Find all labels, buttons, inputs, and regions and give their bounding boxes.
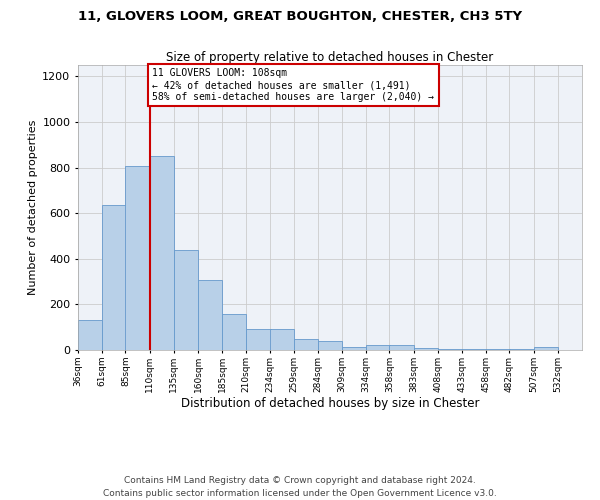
Text: Contains HM Land Registry data © Crown copyright and database right 2024.
Contai: Contains HM Land Registry data © Crown c… bbox=[103, 476, 497, 498]
Bar bbox=[294, 338, 318, 350]
Y-axis label: Number of detached properties: Number of detached properties bbox=[28, 120, 38, 295]
Bar bbox=[342, 346, 366, 350]
Bar bbox=[438, 349, 462, 350]
Bar bbox=[78, 320, 102, 350]
X-axis label: Distribution of detached houses by size in Chester: Distribution of detached houses by size … bbox=[181, 398, 479, 410]
Bar bbox=[247, 329, 271, 350]
Bar bbox=[222, 314, 247, 350]
Bar bbox=[389, 346, 413, 350]
Bar bbox=[149, 156, 174, 350]
Text: 11, GLOVERS LOOM, GREAT BOUGHTON, CHESTER, CH3 5TY: 11, GLOVERS LOOM, GREAT BOUGHTON, CHESTE… bbox=[78, 10, 522, 23]
Bar bbox=[366, 346, 391, 350]
Bar bbox=[269, 329, 294, 350]
Text: 11 GLOVERS LOOM: 108sqm
← 42% of detached houses are smaller (1,491)
58% of semi: 11 GLOVERS LOOM: 108sqm ← 42% of detache… bbox=[152, 68, 434, 102]
Bar bbox=[318, 342, 342, 350]
Bar bbox=[533, 348, 558, 350]
Bar bbox=[102, 205, 127, 350]
Bar bbox=[174, 250, 198, 350]
Bar bbox=[198, 280, 222, 350]
Title: Size of property relative to detached houses in Chester: Size of property relative to detached ho… bbox=[166, 51, 494, 64]
Bar bbox=[413, 348, 438, 350]
Bar bbox=[125, 166, 149, 350]
